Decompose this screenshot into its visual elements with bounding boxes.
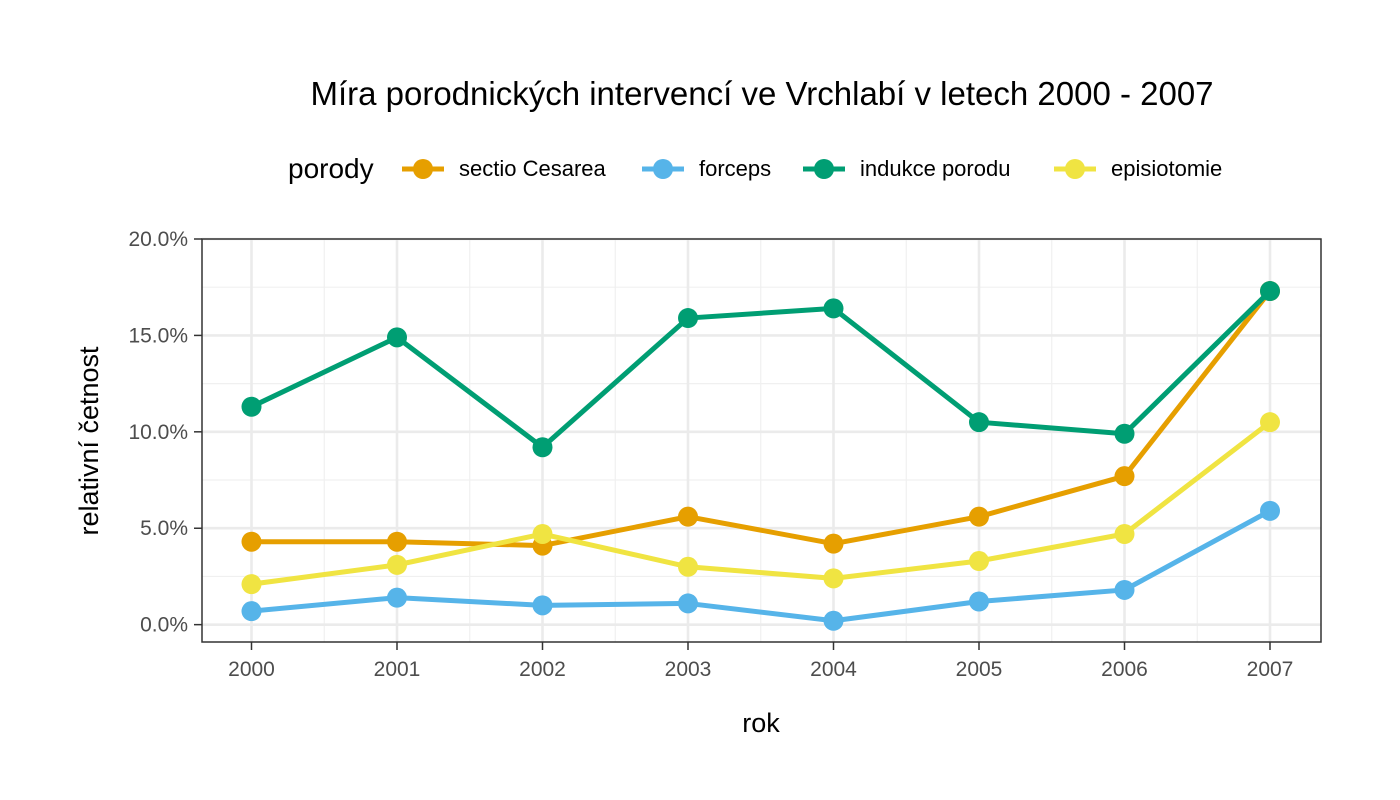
data-point: [1114, 466, 1135, 487]
series-layer: [241, 281, 1280, 631]
data-point: [532, 595, 553, 616]
y-tick-label: 0.0%: [140, 614, 188, 637]
x-axis-title: rok: [742, 708, 780, 738]
legend-key-point: [413, 159, 433, 179]
data-point: [969, 551, 989, 572]
x-tick-label: 2000: [228, 658, 275, 681]
series-forceps: [241, 500, 1280, 631]
x-tick-label: 2002: [519, 658, 566, 681]
data-point: [387, 327, 407, 348]
x-axis: 2000 2001 2002 2003 2004 2005 2006 2007: [228, 642, 1293, 681]
series-line: [251, 508, 1272, 624]
legend-key-point: [1065, 159, 1085, 179]
chart-title: Míra porodnických intervencí ve Vrchlabí…: [310, 75, 1213, 112]
data-point: [823, 568, 844, 589]
legend-key-point: [814, 159, 834, 179]
legend-label: sectio Cesarea: [459, 156, 607, 181]
y-tick-label: 5.0%: [140, 517, 188, 540]
data-point: [241, 396, 262, 417]
x-tick-label: 2007: [1247, 658, 1294, 681]
legend-item-indukce-porodu: indukce porodu: [803, 156, 1010, 181]
data-point: [1260, 500, 1280, 521]
data-point: [823, 298, 844, 319]
legend-title: porody: [288, 153, 374, 184]
data-point: [823, 533, 844, 554]
data-point: [387, 587, 407, 608]
y-tick-label: 20.0%: [128, 228, 188, 251]
data-point: [1114, 423, 1135, 444]
series-line: [250, 289, 1272, 450]
x-tick-label: 2004: [810, 658, 857, 681]
data-point: [241, 574, 262, 595]
series-line: [251, 289, 1272, 549]
series-episiotomie: [241, 412, 1280, 595]
series-indukce-porodu: [241, 281, 1280, 458]
legend-key-point: [653, 159, 673, 179]
legend-item-episiotomie: episiotomie: [1054, 156, 1222, 181]
data-point: [823, 610, 844, 631]
y-tick-label: 15.0%: [128, 324, 188, 347]
legend-label: indukce porodu: [860, 156, 1010, 181]
legend: porody sectio Cesarea forceps indukce poro…: [288, 153, 1222, 184]
x-tick-label: 2006: [1101, 658, 1148, 681]
data-point: [532, 437, 553, 458]
series-line: [251, 420, 1272, 587]
data-point: [387, 531, 407, 552]
data-point: [532, 524, 553, 545]
panel-border: [201, 238, 1322, 643]
data-point: [241, 601, 262, 622]
legend-item-forceps: forceps: [642, 156, 771, 181]
y-axis: 0.0% 5.0% 10.0% 15.0% 20.0%: [128, 228, 202, 637]
legend-item-sectio-cesarea: sectio Cesarea: [402, 156, 607, 181]
data-point: [387, 554, 407, 575]
x-tick-label: 2001: [374, 658, 421, 681]
data-point: [678, 556, 698, 577]
data-point: [1260, 412, 1280, 433]
y-tick-label: 10.0%: [128, 421, 188, 444]
data-point: [678, 308, 698, 329]
x-tick-label: 2005: [956, 658, 1003, 681]
data-point: [969, 506, 989, 527]
data-point: [1260, 281, 1280, 302]
data-point: [241, 531, 262, 552]
plot-area: [201, 237, 1322, 643]
legend-label: forceps: [699, 156, 771, 181]
data-point: [969, 412, 989, 433]
x-tick-label: 2003: [665, 658, 712, 681]
grid-minor: [202, 239, 1321, 642]
data-point: [969, 591, 989, 612]
data-point: [1114, 524, 1135, 545]
data-point: [1114, 579, 1135, 600]
data-point: [678, 593, 698, 614]
y-axis-title: relativní četnost: [74, 346, 104, 536]
legend-label: episiotomie: [1111, 156, 1222, 181]
data-point: [678, 506, 698, 527]
